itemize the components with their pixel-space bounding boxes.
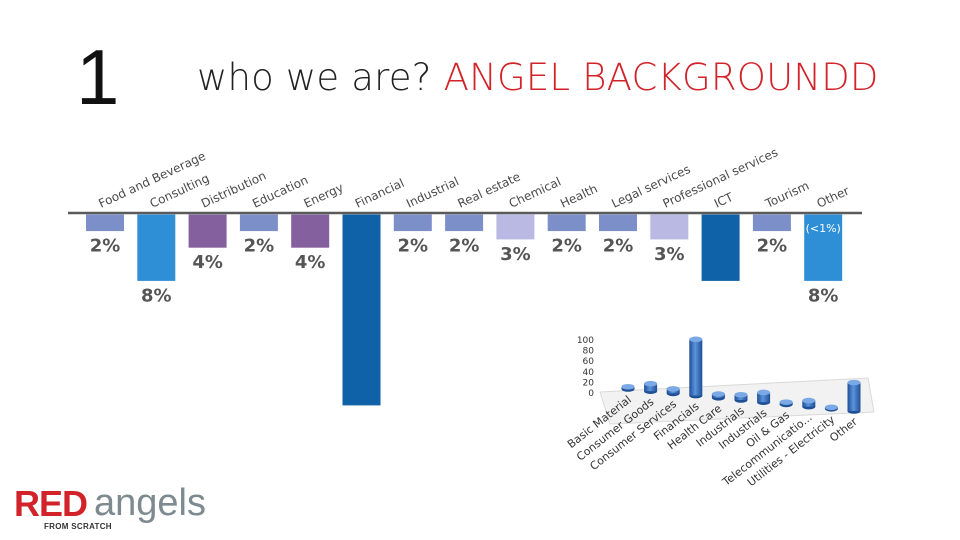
mini-bar-telecommunicatio-8 (802, 397, 816, 410)
mini-bar-industrials-5 (734, 391, 748, 403)
mini-y-tick-40: 40 (583, 368, 595, 378)
industry-bar-chart: Food and Beverage2%Consulting8%Distribut… (68, 145, 862, 410)
value-label-consulting: 8% (141, 285, 172, 306)
annotation-other: (<1%) (806, 222, 841, 235)
bar-consulting (137, 214, 176, 281)
mini-y-tick-100: 100 (577, 336, 594, 346)
bar-distribution (188, 214, 227, 248)
bar-ict (701, 214, 740, 281)
value-label-chemical: 3% (500, 244, 531, 265)
value-label-distribution: 4% (192, 252, 223, 273)
value-label-food-and-beverage: 2% (90, 236, 121, 257)
mini-bar-consumer-services-2 (666, 386, 680, 397)
mini-bar-health-care-4 (711, 391, 725, 401)
mini-bar-other-10 (847, 379, 861, 414)
value-label-tourism: 2% (757, 236, 788, 257)
title-part-1: who we are? (197, 56, 432, 99)
bar-health (547, 214, 586, 232)
value-label-other: 8% (808, 285, 839, 306)
bar-food-and-beverage (86, 214, 124, 232)
value-label-real-estate: 2% (449, 236, 480, 257)
logo-red-text: RED (14, 483, 88, 524)
mini-bar-utilities-electricity-9 (824, 404, 838, 412)
bar-education (239, 214, 278, 232)
bar-legal-services (599, 214, 637, 232)
mini-y-tick-0: 0 (588, 389, 594, 399)
title-part-2: ANGEL BACKGROUNDD (443, 56, 879, 99)
mini-y-tick-80: 80 (583, 347, 595, 357)
bar-other (804, 214, 843, 281)
mini-y-tick-20: 20 (583, 378, 595, 388)
slide-number: 1 (76, 33, 120, 121)
mini-y-tick-60: 60 (583, 357, 595, 367)
logo-angels-text: angels (94, 482, 206, 524)
bar-tourism (752, 214, 791, 232)
bar-industrial (393, 214, 432, 232)
mini-bar-oil-gas-7 (779, 399, 793, 408)
value-label-health: 2% (551, 236, 582, 257)
bar-energy (291, 214, 330, 248)
bar-financial (342, 214, 381, 406)
mini-bar-basic-material-0 (621, 383, 635, 392)
value-label-education: 2% (244, 236, 275, 257)
red-angels-logo: RED angels FROM SCRATCH (14, 482, 214, 534)
value-label-energy: 4% (295, 252, 326, 273)
mini-bar-industrials-6 (757, 389, 771, 406)
logo-tagline: FROM SCRATCH (44, 522, 112, 531)
mini-bar-financials-3 (689, 336, 703, 399)
slide-title: who we are? ANGEL BACKGROUNDD (197, 56, 879, 99)
value-label-professional-services: 3% (654, 244, 685, 265)
value-label-legal-services: 2% (603, 236, 634, 257)
value-label-industrial: 2% (398, 236, 429, 257)
bar-professional-services (650, 214, 689, 240)
bar-chemical (496, 214, 535, 240)
bar-real-estate (445, 214, 484, 232)
mini-bar-consumer-goods-1 (644, 380, 658, 395)
